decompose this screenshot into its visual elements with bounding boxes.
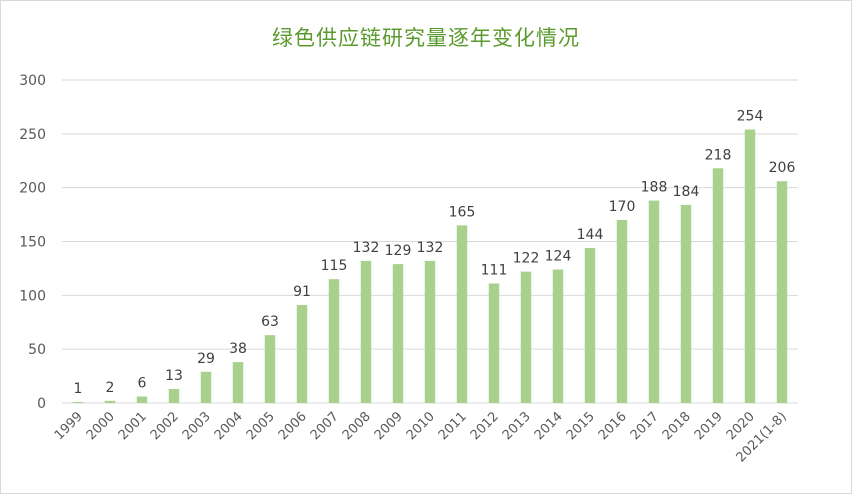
data-label: 129 bbox=[385, 243, 412, 259]
bar-2008 bbox=[360, 260, 372, 403]
bar-2019 bbox=[712, 168, 724, 403]
bars bbox=[72, 129, 788, 403]
bar-2001 bbox=[136, 396, 148, 403]
data-label: 111 bbox=[481, 262, 508, 278]
bar-2014 bbox=[552, 269, 564, 403]
x-tick-label: 2013 bbox=[500, 409, 534, 443]
data-label: 206 bbox=[769, 160, 796, 176]
data-label: 184 bbox=[673, 184, 700, 200]
bar-2021(1-8) bbox=[776, 181, 788, 403]
data-label: 13 bbox=[165, 368, 183, 384]
x-tick-label: 2015 bbox=[564, 409, 598, 443]
data-label: 218 bbox=[705, 147, 732, 163]
bar-2017 bbox=[648, 200, 660, 403]
x-tick-label: 2009 bbox=[372, 409, 406, 443]
data-label: 188 bbox=[641, 180, 668, 196]
x-tick-label: 2010 bbox=[404, 409, 438, 443]
y-tick-label: 200 bbox=[19, 181, 46, 197]
y-tick-label: 250 bbox=[19, 127, 46, 143]
x-tick-label: 2001 bbox=[116, 409, 150, 443]
bar-2018 bbox=[680, 204, 692, 403]
x-tick-label: 2014 bbox=[532, 409, 566, 443]
bar-2003 bbox=[200, 371, 212, 403]
bar-2016 bbox=[616, 219, 628, 403]
data-label: 29 bbox=[197, 351, 215, 367]
data-label: 122 bbox=[513, 251, 540, 267]
x-tick-label: 2011 bbox=[436, 409, 470, 443]
data-label: 144 bbox=[577, 227, 604, 243]
x-tick-label: 1999 bbox=[52, 409, 86, 443]
data-label: 132 bbox=[417, 240, 444, 256]
bar-2020 bbox=[744, 129, 756, 403]
data-label: 2 bbox=[106, 380, 115, 396]
data-label: 115 bbox=[321, 258, 348, 274]
bar-2004 bbox=[232, 362, 244, 403]
data-label: 38 bbox=[229, 341, 247, 357]
data-label: 254 bbox=[737, 109, 764, 125]
bar-2007 bbox=[328, 279, 340, 403]
bar-2009 bbox=[392, 264, 404, 403]
bar-2002 bbox=[168, 389, 180, 403]
x-tick-label: 2000 bbox=[84, 409, 118, 443]
bar-2000 bbox=[104, 400, 116, 403]
bar-2010 bbox=[424, 260, 436, 403]
x-tick-label: 2012 bbox=[468, 409, 502, 443]
bar-2012 bbox=[488, 283, 500, 403]
data-labels: 1 2 6 13 29 38 63 91 115 132 129 132 165 111 122 124 144… bbox=[74, 109, 796, 397]
x-tick-label: 2004 bbox=[212, 409, 246, 443]
x-axis-ticks: 1999200020012002200320042005200620072008… bbox=[52, 409, 790, 465]
data-label: 6 bbox=[138, 376, 147, 392]
x-tick-label: 2019 bbox=[692, 409, 726, 443]
x-tick-label: 2003 bbox=[180, 409, 214, 443]
x-tick-label: 2007 bbox=[308, 409, 342, 443]
bar-2006 bbox=[296, 305, 308, 403]
y-tick-label: 150 bbox=[19, 235, 46, 251]
x-tick-label: 2008 bbox=[340, 409, 374, 443]
bar-1999 bbox=[72, 401, 84, 403]
data-label: 165 bbox=[449, 204, 476, 220]
y-tick-label: 100 bbox=[19, 288, 46, 304]
x-tick-label: 2005 bbox=[244, 409, 278, 443]
bar-2015 bbox=[584, 247, 596, 403]
data-label: 1 bbox=[74, 381, 83, 397]
data-label: 63 bbox=[261, 314, 279, 330]
data-label: 132 bbox=[353, 240, 380, 256]
x-tick-label: 2006 bbox=[276, 409, 310, 443]
x-tick-label: 2017 bbox=[628, 409, 662, 443]
x-tick-label: 2016 bbox=[596, 409, 630, 443]
data-label: 124 bbox=[545, 248, 572, 264]
y-tick-label: 50 bbox=[28, 342, 46, 358]
bar-2005 bbox=[264, 335, 276, 403]
x-tick-label: 2002 bbox=[148, 409, 182, 443]
bar-2013 bbox=[520, 271, 532, 403]
x-tick-label: 2018 bbox=[660, 409, 694, 443]
y-tick-label: 300 bbox=[19, 73, 46, 89]
bar-2011 bbox=[456, 225, 468, 403]
data-label: 170 bbox=[609, 199, 636, 215]
y-tick-label: 0 bbox=[37, 396, 46, 412]
y-axis-ticks: 0 50 100 150 200 250 300 bbox=[19, 73, 46, 412]
data-label: 91 bbox=[293, 284, 311, 300]
chart-title: 绿色供应链研究量逐年变化情况 bbox=[272, 26, 580, 50]
